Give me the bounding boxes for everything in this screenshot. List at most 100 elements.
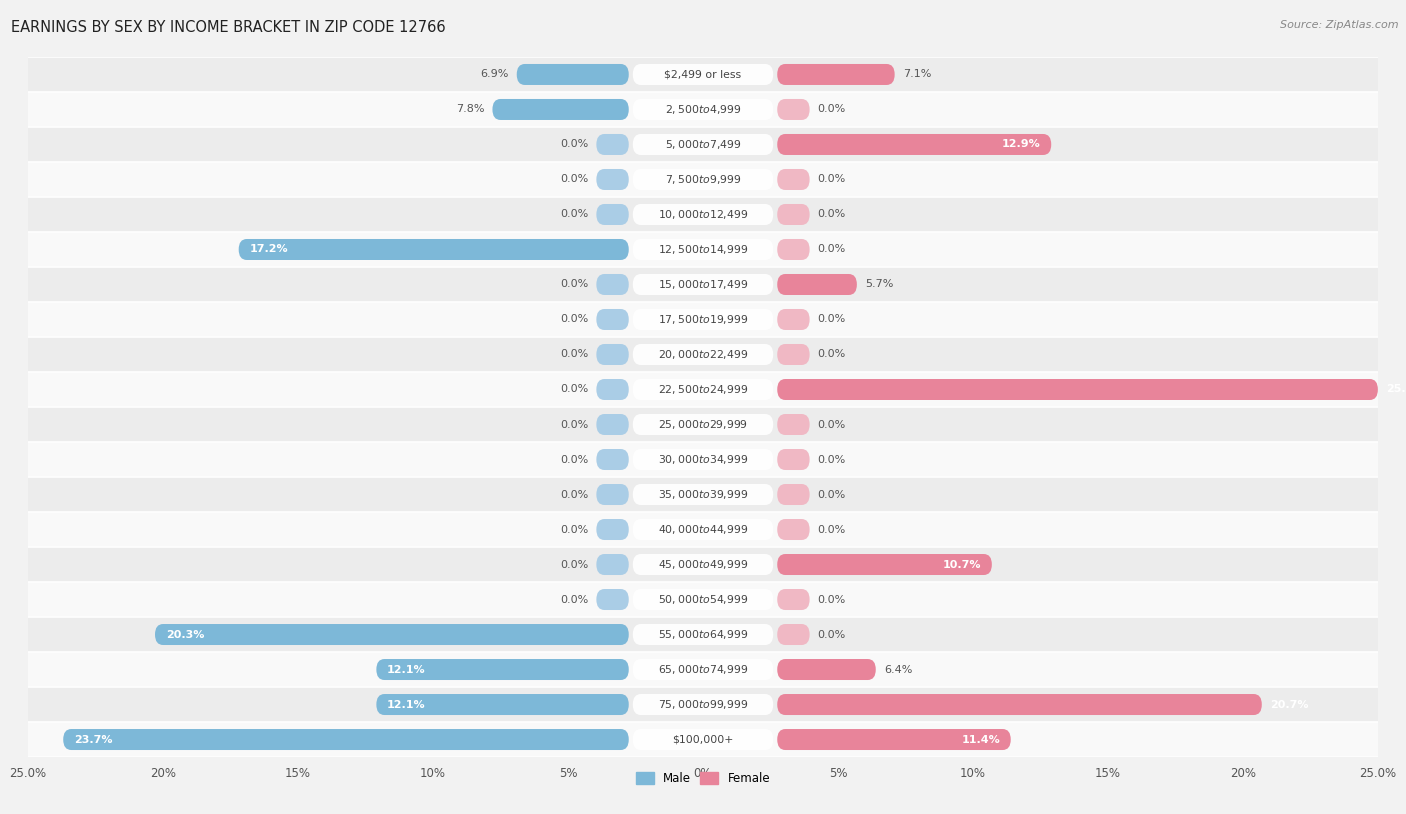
FancyBboxPatch shape <box>596 309 628 330</box>
Text: $50,000 to $54,999: $50,000 to $54,999 <box>658 593 748 606</box>
Text: 23.7%: 23.7% <box>75 734 112 745</box>
Bar <box>28 477 1378 512</box>
Text: Source: ZipAtlas.com: Source: ZipAtlas.com <box>1281 20 1399 30</box>
Bar <box>28 687 1378 722</box>
Text: 0.0%: 0.0% <box>560 174 588 185</box>
Text: 0.0%: 0.0% <box>818 454 846 465</box>
Bar <box>28 127 1378 162</box>
FancyBboxPatch shape <box>596 449 628 470</box>
Text: 0.0%: 0.0% <box>818 489 846 500</box>
FancyBboxPatch shape <box>492 99 628 120</box>
FancyBboxPatch shape <box>778 449 810 470</box>
Text: $10,000 to $12,499: $10,000 to $12,499 <box>658 208 748 221</box>
FancyBboxPatch shape <box>596 344 628 365</box>
Text: 6.4%: 6.4% <box>884 664 912 675</box>
Text: 11.4%: 11.4% <box>962 734 1000 745</box>
Bar <box>28 652 1378 687</box>
Text: $17,500 to $19,999: $17,500 to $19,999 <box>658 313 748 326</box>
FancyBboxPatch shape <box>633 484 773 505</box>
Bar <box>28 232 1378 267</box>
Text: $2,500 to $4,999: $2,500 to $4,999 <box>665 103 741 116</box>
FancyBboxPatch shape <box>596 274 628 295</box>
FancyBboxPatch shape <box>377 694 628 715</box>
Text: 7.1%: 7.1% <box>903 69 931 80</box>
Text: 0.0%: 0.0% <box>560 139 588 150</box>
FancyBboxPatch shape <box>633 204 773 225</box>
FancyBboxPatch shape <box>377 659 628 680</box>
FancyBboxPatch shape <box>778 519 810 540</box>
Text: $25,000 to $29,999: $25,000 to $29,999 <box>658 418 748 431</box>
FancyBboxPatch shape <box>517 64 628 85</box>
FancyBboxPatch shape <box>778 239 810 260</box>
FancyBboxPatch shape <box>633 729 773 750</box>
FancyBboxPatch shape <box>633 554 773 575</box>
Text: 12.9%: 12.9% <box>1001 139 1040 150</box>
FancyBboxPatch shape <box>633 169 773 190</box>
Bar <box>28 197 1378 232</box>
Text: $22,500 to $24,999: $22,500 to $24,999 <box>658 383 748 396</box>
FancyBboxPatch shape <box>778 99 810 120</box>
Text: 0.0%: 0.0% <box>818 244 846 255</box>
Text: 0.0%: 0.0% <box>560 419 588 430</box>
Text: $100,000+: $100,000+ <box>672 734 734 745</box>
Bar <box>28 162 1378 197</box>
Text: 20.3%: 20.3% <box>166 629 204 640</box>
FancyBboxPatch shape <box>778 169 810 190</box>
FancyBboxPatch shape <box>596 379 628 400</box>
Bar <box>28 512 1378 547</box>
FancyBboxPatch shape <box>633 624 773 645</box>
Text: $75,000 to $99,999: $75,000 to $99,999 <box>658 698 748 711</box>
FancyBboxPatch shape <box>633 694 773 715</box>
Bar <box>28 337 1378 372</box>
FancyBboxPatch shape <box>778 624 810 645</box>
Text: 0.0%: 0.0% <box>560 559 588 570</box>
Text: 0.0%: 0.0% <box>818 594 846 605</box>
Text: 0.0%: 0.0% <box>560 349 588 360</box>
Bar <box>28 407 1378 442</box>
Text: 0.0%: 0.0% <box>560 384 588 395</box>
Text: 0.0%: 0.0% <box>818 209 846 220</box>
FancyBboxPatch shape <box>596 134 628 155</box>
Text: 0.0%: 0.0% <box>560 314 588 325</box>
FancyBboxPatch shape <box>633 344 773 365</box>
Text: 6.9%: 6.9% <box>481 69 509 80</box>
FancyBboxPatch shape <box>633 449 773 470</box>
FancyBboxPatch shape <box>778 134 1052 155</box>
Text: $2,499 or less: $2,499 or less <box>665 69 741 80</box>
Text: $12,500 to $14,999: $12,500 to $14,999 <box>658 243 748 256</box>
Bar <box>28 372 1378 407</box>
FancyBboxPatch shape <box>596 204 628 225</box>
FancyBboxPatch shape <box>239 239 628 260</box>
Text: 7.8%: 7.8% <box>456 104 484 115</box>
Text: $20,000 to $22,499: $20,000 to $22,499 <box>658 348 748 361</box>
Legend: Male, Female: Male, Female <box>631 767 775 790</box>
Text: 0.0%: 0.0% <box>560 454 588 465</box>
FancyBboxPatch shape <box>633 414 773 435</box>
Text: 0.0%: 0.0% <box>818 349 846 360</box>
Text: 25.0%: 25.0% <box>1386 384 1406 395</box>
FancyBboxPatch shape <box>633 134 773 155</box>
Bar <box>28 547 1378 582</box>
FancyBboxPatch shape <box>778 274 856 295</box>
FancyBboxPatch shape <box>633 519 773 540</box>
FancyBboxPatch shape <box>155 624 628 645</box>
FancyBboxPatch shape <box>596 169 628 190</box>
Bar <box>28 302 1378 337</box>
Text: 17.2%: 17.2% <box>249 244 288 255</box>
Text: $35,000 to $39,999: $35,000 to $39,999 <box>658 488 748 501</box>
Text: 0.0%: 0.0% <box>560 594 588 605</box>
FancyBboxPatch shape <box>633 64 773 85</box>
FancyBboxPatch shape <box>596 554 628 575</box>
Bar <box>28 722 1378 757</box>
Text: $55,000 to $64,999: $55,000 to $64,999 <box>658 628 748 641</box>
FancyBboxPatch shape <box>778 729 1011 750</box>
Text: $45,000 to $49,999: $45,000 to $49,999 <box>658 558 748 571</box>
Text: $30,000 to $34,999: $30,000 to $34,999 <box>658 453 748 466</box>
Bar <box>28 442 1378 477</box>
FancyBboxPatch shape <box>633 309 773 330</box>
Text: 0.0%: 0.0% <box>818 419 846 430</box>
Text: 20.7%: 20.7% <box>1270 699 1309 710</box>
FancyBboxPatch shape <box>596 484 628 505</box>
FancyBboxPatch shape <box>596 519 628 540</box>
Text: 12.1%: 12.1% <box>387 699 426 710</box>
